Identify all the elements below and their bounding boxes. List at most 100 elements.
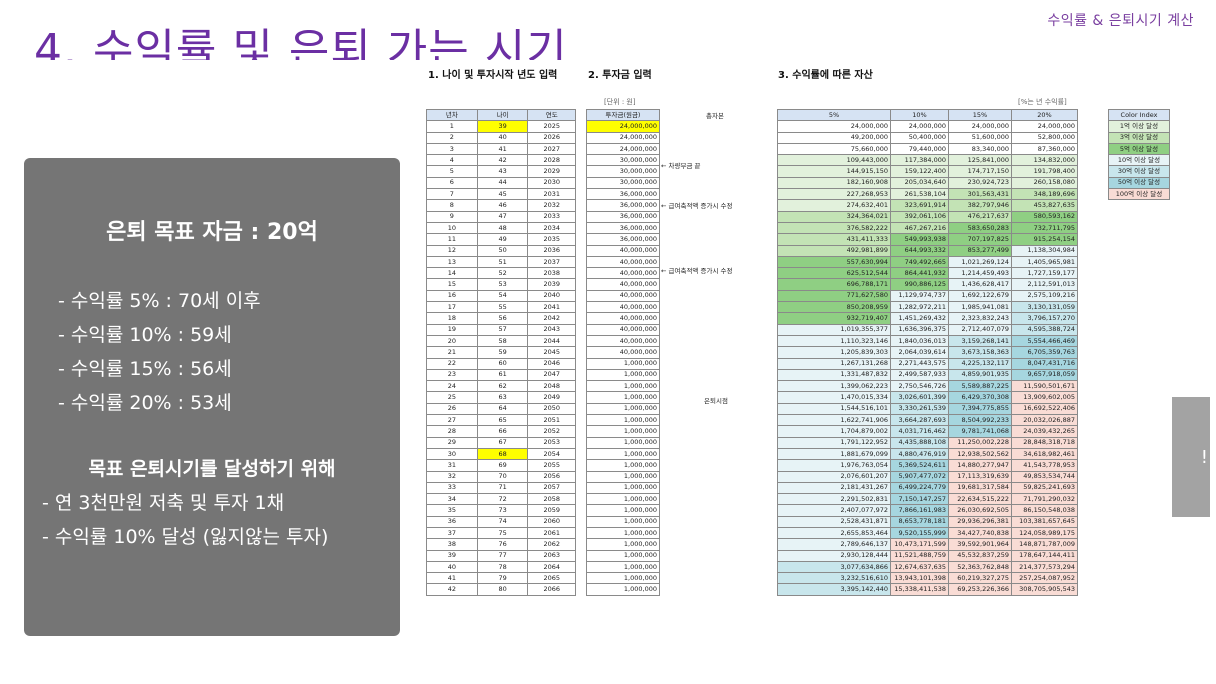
row-year: 2044 — [527, 334, 576, 348]
asset-cell: 348,189,696 — [1011, 188, 1078, 201]
asset-cell: 12,938,502,562 — [948, 447, 1012, 461]
asset-cell: 83,340,000 — [948, 142, 1012, 156]
asset-cell: 2,076,601,207 — [777, 470, 891, 483]
row-age: 66 — [476, 425, 529, 438]
row-index: 3 — [426, 142, 478, 156]
row-age: 74 — [476, 515, 529, 528]
table-row: 2,930,128,444 11,521,488,759 45,532,837,25… — [777, 549, 1078, 562]
table-row: 1,470,015,334 3,026,601,399 6,429,370,308 1… — [777, 391, 1078, 404]
row-year: 2046 — [527, 357, 576, 370]
row-age: 48 — [476, 221, 529, 235]
asset-cell: 3,395,142,440 — [777, 583, 891, 596]
asset-cell: 644,993,332 — [890, 244, 949, 257]
table-row: 274,632,401 323,691,914 382,797,946 453,827… — [777, 199, 1078, 212]
table-row: 15 53 2039 — [426, 278, 576, 291]
row-year: 2041 — [527, 301, 576, 314]
table-row: 30,000,000 — [586, 165, 660, 178]
asset-cell: 28,848,318,718 — [1011, 436, 1078, 449]
table-row: 2,181,431,267 6,499,224,779 19,681,317,584… — [777, 481, 1078, 495]
principal-cell: 1,000,000 — [586, 425, 660, 438]
table-row: 227,268,953 261,538,104 301,563,431 348,189… — [777, 188, 1078, 201]
table-row: 431,411,333 549,993,938 707,197,825 915,254… — [777, 233, 1078, 246]
color-index-item: 3억 이상 달성 — [1108, 131, 1170, 144]
table-row: 9 47 2033 — [426, 210, 576, 223]
table-row: 1,791,122,952 4,435,888,108 11,250,002,228… — [777, 436, 1078, 449]
asset-cell: 257,254,087,952 — [1011, 572, 1078, 585]
age-year-table: 년차 나이 연도 1 39 2025 2 40 2026 3 41 2027 4 42 2028 5 43… — [426, 108, 576, 596]
asset-cell: 11,250,002,228 — [948, 436, 1012, 449]
table-row: 34 72 2058 — [426, 493, 576, 506]
row-index: 15 — [426, 278, 478, 291]
row-age: 79 — [476, 572, 529, 585]
table-row: 40,000,000 — [586, 289, 660, 303]
asset-cell: 12,674,637,635 — [890, 560, 949, 574]
asset-cell: 3,077,634,866 — [777, 560, 891, 574]
asset-cell: 2,750,546,726 — [890, 380, 949, 393]
asset-cell: 26,030,692,505 — [948, 504, 1012, 517]
table-row: 1,000,000 — [586, 470, 660, 483]
goal-return: - 수익률 10% 달성 (잃지않는 투자) — [42, 526, 329, 548]
table-row: 625,512,544 864,441,932 1,214,459,493 1,727… — [777, 267, 1078, 280]
asset-cell: 3,026,601,399 — [890, 391, 949, 404]
asset-cell: 178,647,144,411 — [1011, 549, 1078, 562]
color-index-row: 1억 이상 달성 — [1108, 120, 1170, 133]
principal-cell: 1,000,000 — [586, 560, 660, 574]
asset-cell: 2,291,502,831 — [777, 493, 891, 506]
asset-cell: 2,712,407,079 — [948, 323, 1012, 336]
table-row: 24,000,000 24,000,000 24,000,000 24,000,000 — [777, 120, 1078, 133]
principal-cell: 1,000,000 — [586, 526, 660, 540]
row-index: 10 — [426, 221, 478, 235]
table-row: 21 59 2045 — [426, 346, 576, 359]
row-index: 17 — [426, 301, 478, 314]
asset-cell: 4,859,901,935 — [948, 368, 1012, 382]
asset-cell: 50,400,000 — [890, 131, 949, 144]
table-row: 18 56 2042 — [426, 312, 576, 325]
color-index-header: Color Index — [1108, 108, 1170, 122]
row-index: 22 — [426, 357, 478, 370]
asset-cell: 191,798,400 — [1011, 165, 1078, 178]
asset-cell: 159,122,400 — [890, 165, 949, 178]
asset-cell: 4,595,388,724 — [1011, 323, 1078, 336]
asset-cell: 274,632,401 — [777, 199, 891, 212]
asset-cell: 1,881,679,099 — [777, 447, 891, 461]
row-index: 30 — [426, 447, 478, 461]
row-age: 57 — [476, 323, 529, 336]
table-row: 3,395,142,440 15,338,411,538 69,253,226,36… — [777, 583, 1078, 596]
table-row: 40 78 2064 — [426, 560, 576, 574]
table-row: 11 49 2035 — [426, 233, 576, 246]
asset-cell: 467,267,216 — [890, 221, 949, 235]
rate-10-result: - 수익률 10% : 59세 — [58, 324, 232, 346]
header-rate-15: 15% — [948, 108, 1012, 122]
table-row: 932,719,407 1,451,269,432 2,323,832,243 3,7… — [777, 312, 1078, 325]
asset-cell: 5,907,477,072 — [890, 470, 949, 483]
asset-cell: 15,338,411,538 — [890, 583, 949, 596]
color-index-row: 30억 이상 달성 — [1108, 165, 1170, 178]
asset-cell: 990,886,125 — [890, 278, 949, 291]
asset-cell: 3,159,268,141 — [948, 334, 1012, 348]
table-row: 3,077,634,866 12,674,637,635 52,363,762,84… — [777, 560, 1078, 574]
color-index-item: 100억 이상 달성 — [1108, 188, 1170, 201]
row-year: 2034 — [527, 221, 576, 235]
row-age: 44 — [476, 176, 529, 190]
row-index: 33 — [426, 481, 478, 495]
table-row: 696,788,171 990,886,125 1,436,628,417 2,112… — [777, 278, 1078, 291]
assets-by-rate-table: 5% 10% 15% 20% 24,000,000 24,000,000 24,00… — [777, 108, 1078, 596]
table-row: 36,000,000 — [586, 199, 660, 212]
row-age: 59 — [476, 346, 529, 359]
summary-panel: 은퇴 목표 자금 : 20억 - 수익률 5% : 70세 이후 - 수익률 1… — [24, 158, 400, 636]
table-row: 36,000,000 — [586, 233, 660, 246]
asset-cell: 3,664,287,693 — [890, 414, 949, 427]
asset-cell: 2,064,039,614 — [890, 346, 949, 359]
table-row: 1,000,000 — [586, 538, 660, 551]
asset-cell: 1,976,763,054 — [777, 459, 891, 472]
section-label-assets: 3. 수익률에 따른 자산 — [778, 70, 873, 81]
table-row: 30 68 2054 — [426, 447, 576, 461]
table-row: 30,000,000 — [586, 176, 660, 190]
row-year: 2042 — [527, 312, 576, 325]
table-row: 36,000,000 — [586, 188, 660, 201]
table-row: 22 60 2046 — [426, 357, 576, 370]
row-year: 2052 — [527, 425, 576, 438]
asset-cell: 1,129,974,737 — [890, 289, 949, 303]
asset-cell: 771,627,580 — [777, 289, 891, 303]
row-age: 70 — [476, 470, 529, 483]
